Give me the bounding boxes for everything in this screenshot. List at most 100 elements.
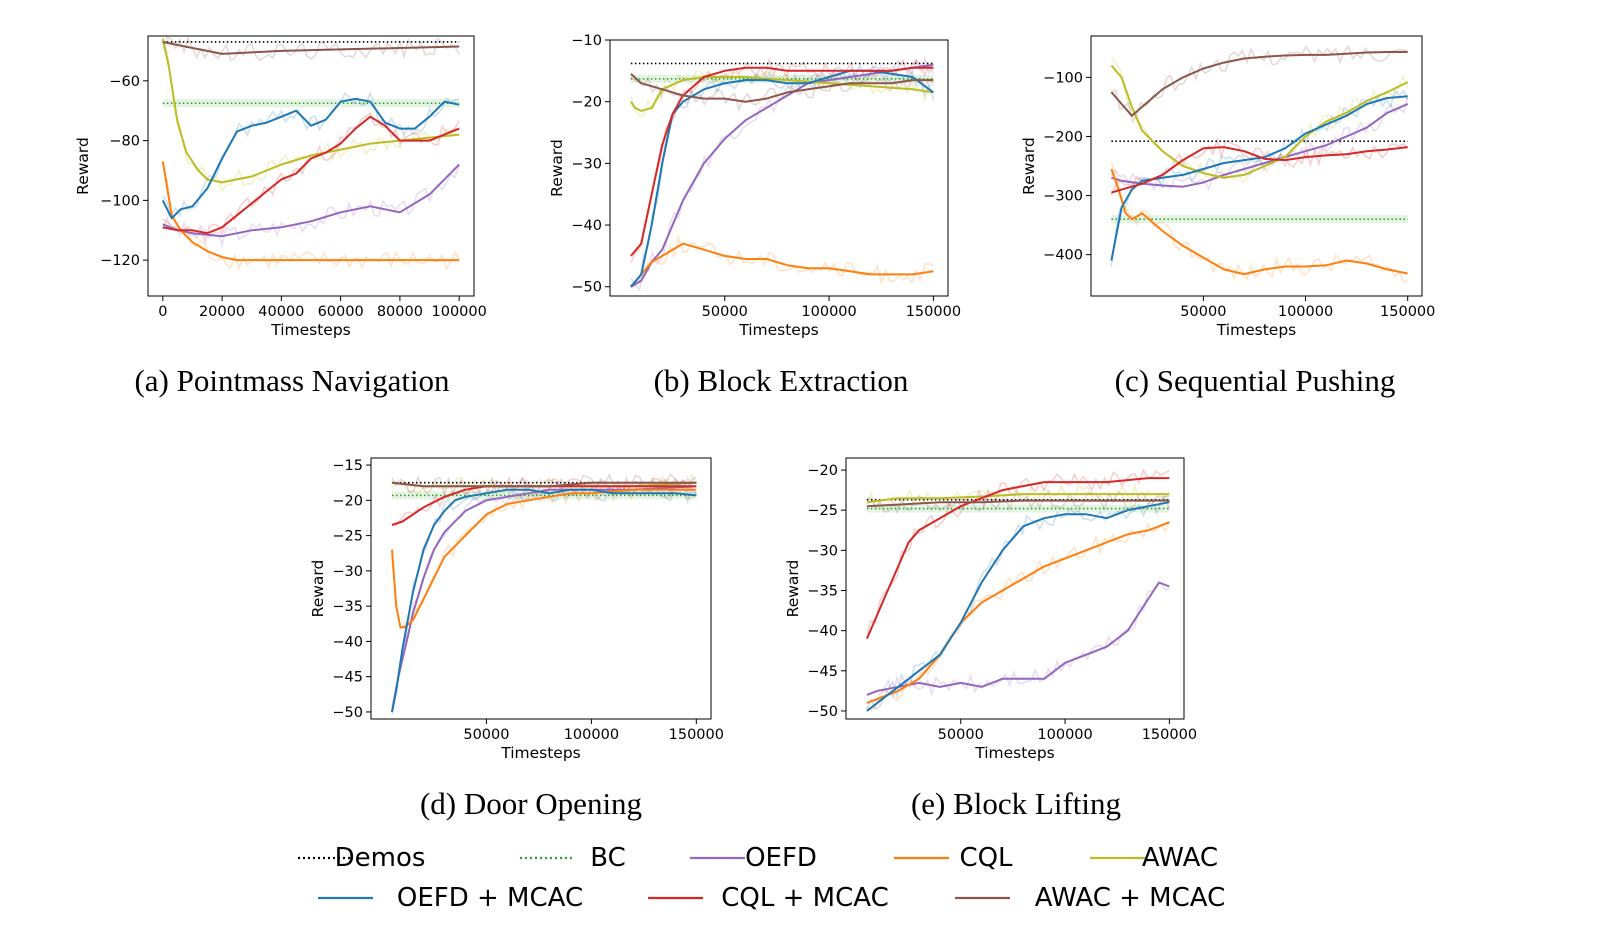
x-tick-label: 100000 [432, 304, 487, 320]
chart-panel: 50000 100000 150000 −50 −45 −40 −35 −30 −25 −20 Ti… [784, 457, 1197, 821]
legend-item: Demos [298, 843, 425, 873]
y-tick-label: −30 [807, 543, 838, 559]
axes-frame [147, 35, 475, 297]
series-noise-trace [866, 494, 1170, 711]
legend-item: BC [520, 843, 626, 873]
series-line-oefd-mcac [866, 501, 1170, 712]
x-tick-label: 100000 [801, 304, 856, 320]
legend-label: OEFD + MCAC [397, 883, 583, 913]
y-tick-label: −40 [807, 624, 838, 640]
legend-item: CQL [894, 843, 1013, 873]
series-line-awac-mcac [391, 481, 697, 488]
y-tick-label: −30 [332, 564, 363, 580]
x-axis-label: Timesteps [1216, 321, 1297, 339]
y-tick-label: −25 [807, 503, 838, 519]
legend-label: Demos [335, 843, 426, 873]
series-line-oefd [1111, 103, 1409, 188]
plot-area [161, 36, 460, 271]
series-line-awac-mcac [630, 73, 934, 103]
legend-item: AWAC [1090, 843, 1218, 873]
y-tick-label: −40 [571, 218, 602, 234]
y-tick-label: −40 [332, 634, 363, 650]
x-axis-label: Timesteps [500, 744, 581, 762]
axes-frame [1090, 35, 1423, 297]
legend-label: AWAC [1142, 843, 1218, 873]
y-tick-label: −15 [332, 458, 363, 474]
series-line-cql-mcac [391, 485, 697, 526]
series-line-oefd [866, 581, 1170, 696]
legend-label: OEFD [745, 843, 817, 873]
axes-frame [845, 457, 1185, 720]
y-tick-label: −20 [571, 95, 602, 111]
x-axis-label: Timesteps [974, 744, 1055, 762]
series-line-oefd [162, 163, 460, 238]
series-line-awac [1110, 64, 1409, 179]
panel-caption: (e) Block Lifting [911, 786, 1121, 821]
series-noise-trace [866, 489, 1171, 515]
series-noise-trace [630, 62, 935, 285]
axes-frame [609, 39, 949, 297]
series-line-oefd-mcac [391, 488, 697, 713]
y-tick-label: −35 [807, 584, 838, 600]
x-tick-label: 100000 [564, 727, 619, 743]
y-tick-label: −300 [1043, 189, 1083, 205]
y-tick-label: −25 [332, 529, 363, 545]
series-line-cql [630, 242, 934, 288]
legend-item: OEFD [690, 843, 817, 873]
legend-item: AWAC + MCAC [955, 883, 1225, 913]
panel-caption: (d) Door Opening [420, 786, 642, 821]
y-tick-label: −30 [571, 156, 602, 172]
legend-label: AWAC + MCAC [1035, 883, 1226, 913]
chart-panel: 50000 100000 150000 −50 −45 −40 −35 −30 −25 −20 −1… [309, 457, 724, 821]
x-tick-label: 150000 [906, 304, 961, 320]
panel-caption: (c) Sequential Pushing [1115, 363, 1396, 398]
series-line-cql-mcac [1111, 146, 1408, 194]
y-axis-label: Reward [309, 560, 327, 618]
series-line-cql [866, 521, 1170, 704]
x-tick-label: 100000 [1278, 304, 1333, 320]
y-axis-label: Reward [784, 560, 802, 618]
y-tick-label: −60 [109, 74, 140, 90]
series-line-cql [1110, 168, 1408, 276]
y-axis-label: Reward [548, 139, 566, 197]
series-noise-trace [1110, 88, 1409, 267]
series-noise-trace [1110, 96, 1409, 192]
plot-area [630, 55, 935, 292]
panel-caption: (b) Block Extraction [654, 363, 909, 398]
x-tick-label: 80000 [377, 304, 423, 320]
legend-label: BC [590, 843, 626, 873]
y-tick-label: −10 [571, 33, 602, 49]
y-axis-label: Reward [1020, 137, 1038, 195]
y-tick-label: −80 [109, 134, 140, 150]
series-noise-trace [162, 37, 460, 193]
legend-item: CQL + MCAC [648, 883, 889, 913]
series-line-awac-mcac [1110, 51, 1408, 117]
y-tick-label: −20 [807, 463, 838, 479]
y-tick-label: −100 [100, 193, 140, 209]
y-axis-label: Reward [74, 137, 92, 195]
bc-band [866, 504, 1170, 513]
x-tick-label: 50000 [938, 727, 984, 743]
y-tick-label: −20 [332, 493, 363, 509]
x-axis-label: Timesteps [270, 321, 351, 339]
y-tick-label: −45 [332, 670, 363, 686]
series-line-cql-mcac [630, 66, 934, 257]
series-line-oefd-mcac [161, 97, 460, 220]
series-line-cql [161, 161, 460, 262]
series-line-cql-mcac [162, 115, 460, 235]
x-tick-label: 100000 [1037, 727, 1092, 743]
series-noise-trace [630, 234, 934, 286]
y-tick-label: −35 [332, 599, 363, 615]
plot-area [1110, 44, 1409, 283]
axes-frame [370, 457, 712, 720]
legend-item: OEFD + MCAC [318, 883, 583, 913]
chart-panel: 50000 100000 150000 −400 −300 −200 −100 Timeste… [1020, 35, 1435, 398]
x-tick-label: 50000 [1180, 304, 1226, 320]
series-noise-trace [391, 482, 697, 631]
x-tick-label: 0 [158, 304, 167, 320]
series-noise-trace [1110, 162, 1408, 283]
plot-area [391, 472, 698, 715]
x-tick-label: 60000 [318, 304, 364, 320]
plot-area [865, 467, 1171, 712]
